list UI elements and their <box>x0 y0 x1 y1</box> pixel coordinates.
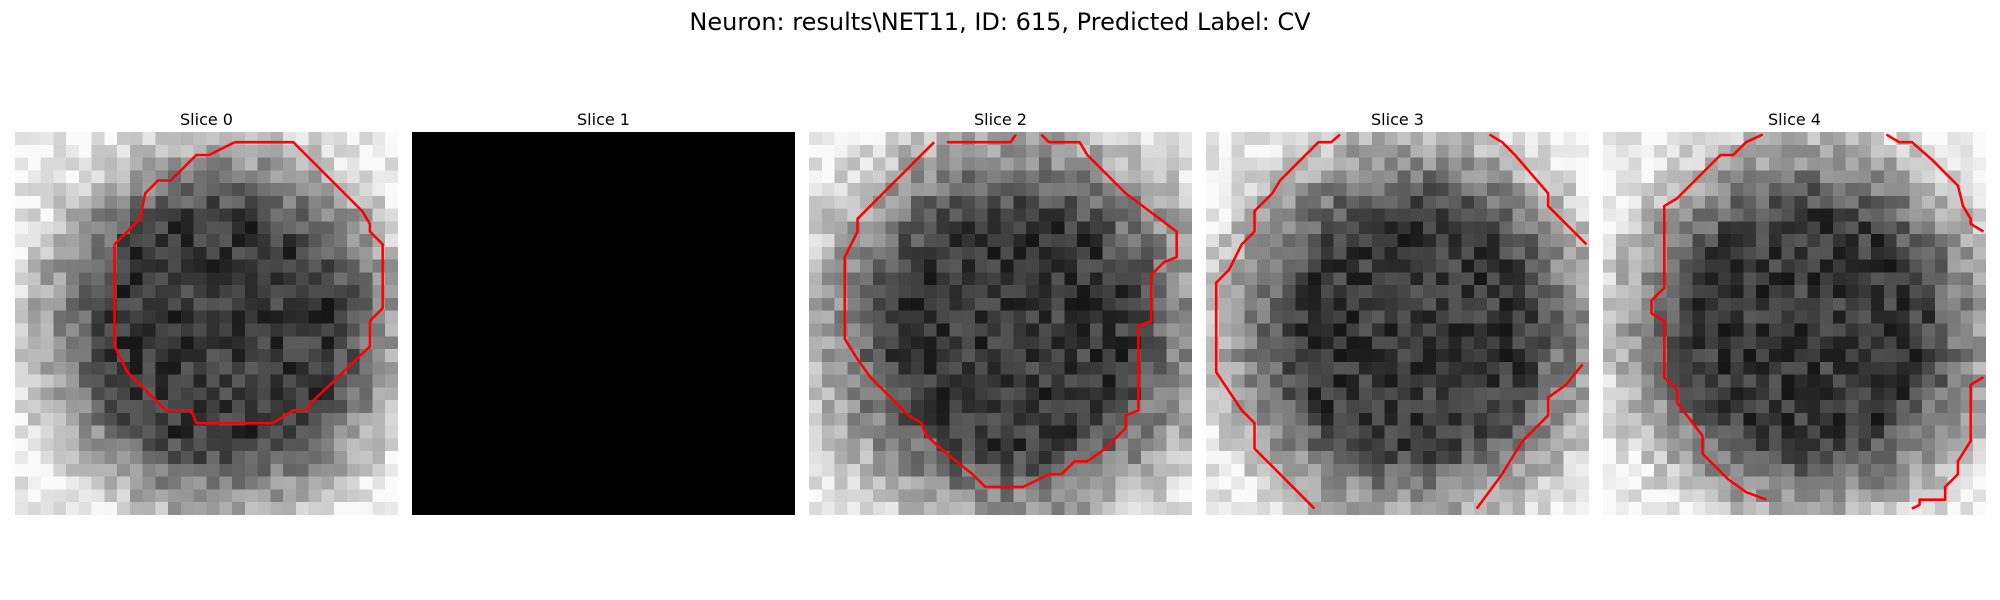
slice-image-2 <box>809 132 1192 515</box>
figure-title: Neuron: results\NET11, ID: 615, Predicte… <box>689 8 1311 36</box>
grayscale-pixels <box>1206 132 1589 515</box>
segmentation-contour <box>113 140 384 425</box>
slice-title: Slice 0 <box>180 110 233 129</box>
slice-image-0 <box>15 132 398 515</box>
slice-title: Slice 2 <box>974 110 1027 129</box>
slice-panel-4: Slice 4 <box>1603 108 1986 515</box>
slice-title: Slice 1 <box>577 110 630 129</box>
slice-panel-0: Slice 0 <box>15 108 398 515</box>
slice-image-1 <box>412 132 795 515</box>
slice-panel-3: Slice 3 <box>1206 108 1589 515</box>
slice-image-3 <box>1206 132 1589 515</box>
segmentation-contour <box>1214 133 1588 510</box>
blank-slice-fill <box>412 132 795 515</box>
slice-title: Slice 4 <box>1768 110 1821 129</box>
segmentation-contour <box>843 133 1178 489</box>
slice-panel-1: Slice 1 <box>412 108 795 515</box>
segmentation-contour <box>1650 133 1985 510</box>
grayscale-pixels <box>1603 132 1986 515</box>
slice-title: Slice 3 <box>1371 110 1424 129</box>
slice-image-4 <box>1603 132 1986 515</box>
grayscale-pixels <box>809 132 1192 515</box>
slice-panel-2: Slice 2 <box>809 108 1192 515</box>
